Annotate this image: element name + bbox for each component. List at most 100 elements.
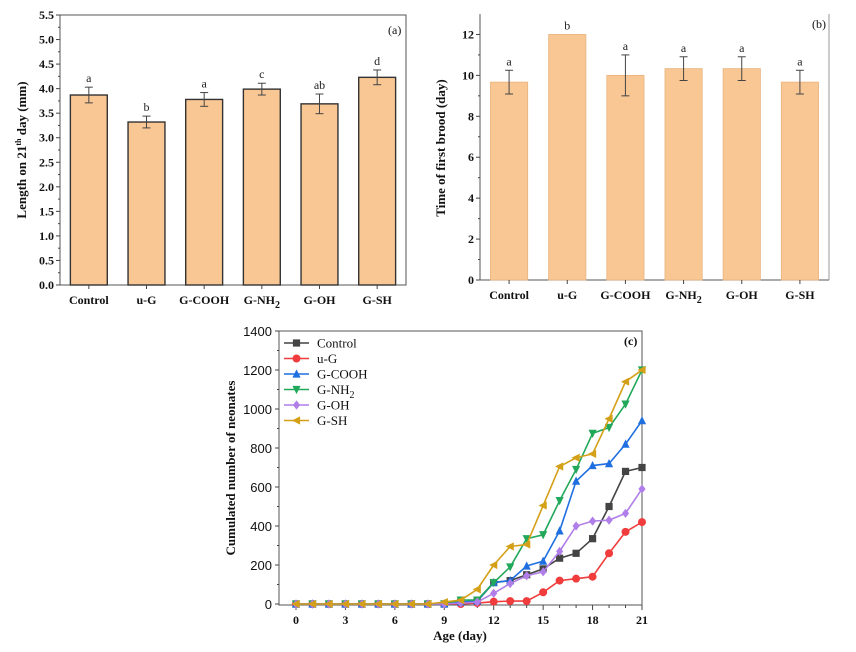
data-point-g-oh xyxy=(523,571,531,581)
significance-label: a xyxy=(202,77,208,91)
data-point-g-oh xyxy=(588,516,597,526)
x-tick-label: G-OH xyxy=(726,288,759,302)
data-point-g-sh xyxy=(423,599,432,609)
data-point-g-sh xyxy=(571,453,580,462)
data-point-g-sh xyxy=(604,414,613,423)
data-point-u-g xyxy=(489,597,498,606)
significance-label: a xyxy=(797,54,803,68)
data-point-g-nh2 xyxy=(506,563,515,572)
x-tick-label: G-SH xyxy=(362,293,392,307)
data-point-g-oh xyxy=(605,515,613,525)
series-line-g-oh xyxy=(296,488,643,605)
data-point-g-sh xyxy=(522,540,531,549)
bar-g-oh xyxy=(300,103,339,286)
data-point-g-cooh xyxy=(539,556,548,565)
bar-u-g xyxy=(548,34,587,281)
data-point-g-nh2 xyxy=(571,465,581,475)
y-tick-label: 10 xyxy=(462,68,474,82)
legend-marker xyxy=(291,416,301,425)
data-point-u-g xyxy=(539,588,548,597)
data-point-g-nh2 xyxy=(522,535,531,544)
x-tick-label: G-SH xyxy=(785,288,815,302)
data-point-g-oh xyxy=(556,546,564,556)
significance-label: b xyxy=(564,18,570,32)
bar-g-cooh xyxy=(606,74,645,281)
data-point-g-oh xyxy=(572,521,580,531)
legend-item-g-oh: G-OH xyxy=(284,398,350,413)
bar-control xyxy=(69,94,108,286)
bar-u-g xyxy=(127,121,166,286)
y-tick-label: 0.5 xyxy=(39,253,54,267)
legend-item-u-g: u-G xyxy=(284,351,337,366)
series-control xyxy=(292,463,646,608)
legend-label: G-COOH xyxy=(317,367,368,382)
data-point-g-sh xyxy=(373,599,382,609)
y-tick-label: 8 xyxy=(468,109,474,123)
data-point-g-nh2 xyxy=(588,429,597,438)
y-tick-label: 4 xyxy=(468,191,474,205)
data-point-g-nh2 xyxy=(555,497,564,506)
bar-g-nh2 xyxy=(242,88,281,286)
data-point-control xyxy=(621,467,630,475)
data-point-g-oh xyxy=(506,578,514,589)
data-point-g-sh xyxy=(307,599,317,609)
data-point-g-sh xyxy=(620,377,630,386)
panel-c-x-axis-title: Age (day) xyxy=(433,628,487,643)
x-tick-label: G-NH2 xyxy=(665,288,701,306)
significance-label: a xyxy=(506,54,512,68)
bar-g-sh xyxy=(780,81,819,281)
data-point-g-oh xyxy=(638,484,646,494)
y-tick-label: 3.0 xyxy=(39,131,54,145)
data-point-g-sh xyxy=(555,462,564,471)
y-tick-label: 1400 xyxy=(243,324,272,339)
x-tick-label: 18 xyxy=(587,613,599,627)
legend-marker xyxy=(292,385,301,395)
series-line-g-sh xyxy=(296,369,643,605)
significance-label: a xyxy=(739,41,745,55)
panel-a-plot-frame xyxy=(59,14,407,286)
data-point-g-sh xyxy=(340,599,350,609)
legend-label: Control xyxy=(317,336,357,351)
legend-marker xyxy=(292,400,301,410)
x-tick-label: G-NH2 xyxy=(244,293,280,311)
x-tick-label: G-COOH xyxy=(179,293,230,307)
bar-g-cooh xyxy=(185,98,224,286)
x-tick-label: 6 xyxy=(392,613,398,627)
y-tick-label: 0.0 xyxy=(39,278,54,292)
data-point-g-cooh xyxy=(522,561,531,570)
panel-a-y-axis-title: Length on 21th day (mm) xyxy=(14,81,29,218)
legend-item-g-nh2: G-NH2 xyxy=(284,382,355,401)
legend-marker xyxy=(292,339,301,347)
legend-item-control: Control xyxy=(284,336,357,351)
bar-control xyxy=(490,81,529,281)
y-tick-label: 5.0 xyxy=(39,33,54,47)
data-point-g-cooh xyxy=(588,460,597,470)
y-tick-label: 200 xyxy=(250,558,272,573)
y-tick-label: 600 xyxy=(250,480,272,495)
x-tick-label: 15 xyxy=(537,613,549,627)
data-point-control xyxy=(588,535,597,543)
y-tick-label: 4.5 xyxy=(39,57,54,71)
y-tick-label: 1200 xyxy=(243,363,272,378)
data-point-g-oh xyxy=(473,597,481,607)
data-point-u-g xyxy=(588,572,597,581)
series-g-oh xyxy=(292,484,646,609)
significance-label: d xyxy=(374,54,380,68)
y-tick-label: 400 xyxy=(250,519,272,534)
significance-label: a xyxy=(623,39,629,53)
data-point-g-oh xyxy=(539,567,547,577)
data-point-g-cooh xyxy=(555,526,564,535)
data-point-g-oh xyxy=(490,588,498,598)
y-tick-label: 1000 xyxy=(243,402,272,417)
panel-a-length-chart: (a) 0.0 0.5 1.0 1.5 2.0 2.5 3.0 3.5 4.0 4.5 5.0 5.5… xyxy=(14,8,407,311)
significance-label: ab xyxy=(314,78,325,92)
x-tick-label: Control xyxy=(69,293,109,307)
data-point-g-sh xyxy=(439,597,448,607)
data-point-g-sh xyxy=(505,542,514,551)
data-point-u-g xyxy=(572,574,581,583)
y-tick-label: 4.0 xyxy=(39,82,54,96)
panel-b-first-brood-chart: (b) 0 2 4 6 8 10 12 a b a a a a Control u-G G-COOH G-N… xyxy=(433,14,830,306)
x-tick-label: 12 xyxy=(488,613,500,627)
y-tick-label: 2 xyxy=(468,232,474,246)
data-point-u-g xyxy=(506,597,515,606)
